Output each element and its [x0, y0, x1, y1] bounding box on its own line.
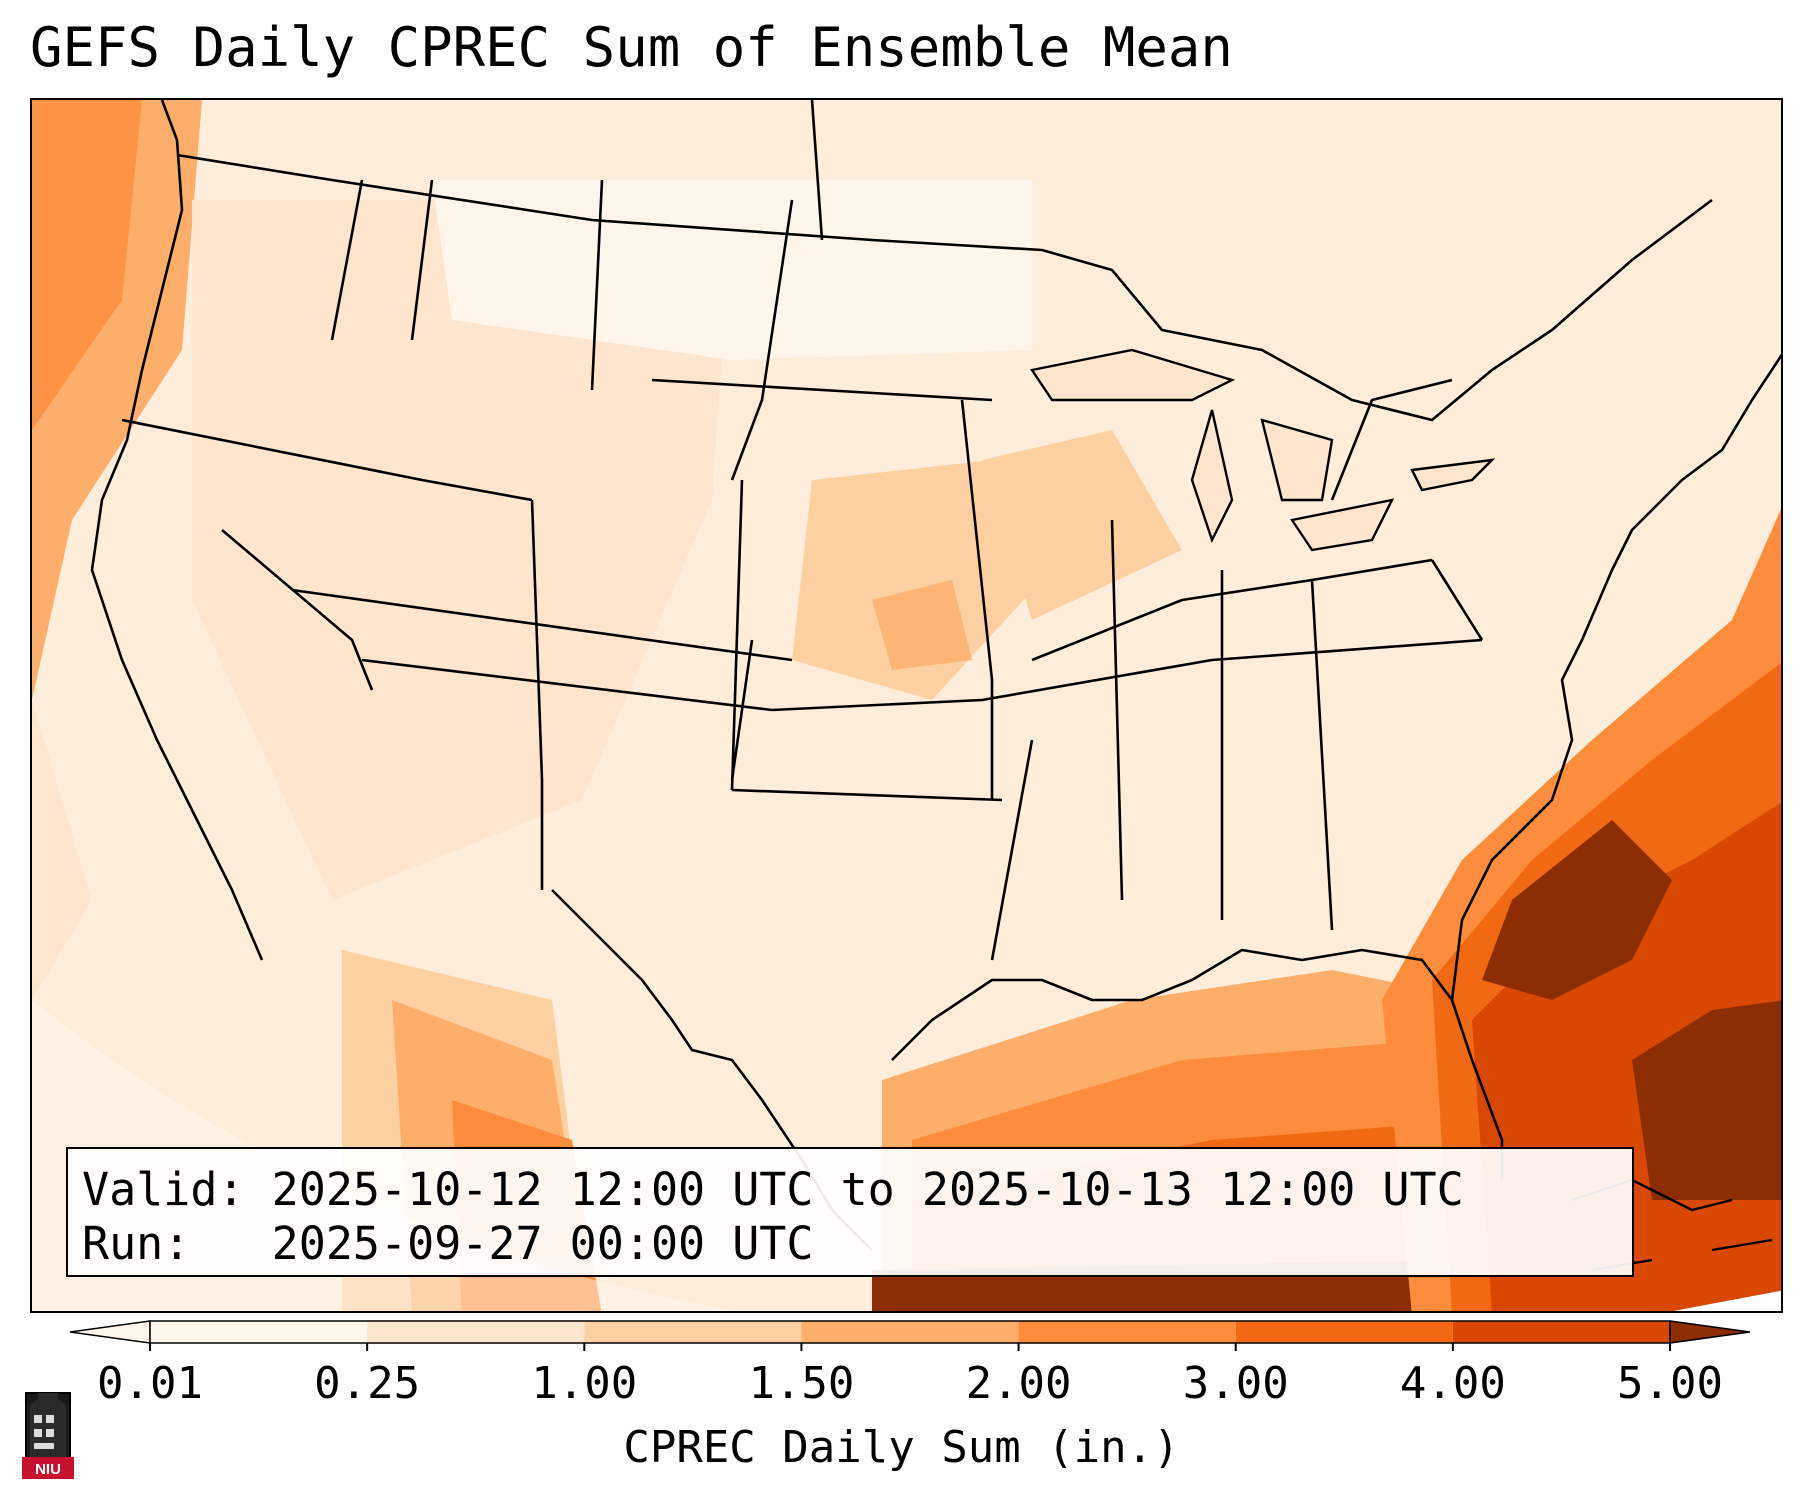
- colorbar-tick-label: 1.00: [531, 1358, 638, 1409]
- precipitation-map: [30, 98, 1783, 1313]
- colorbar-label: CPREC Daily Sum (in.): [623, 1422, 1180, 1473]
- map-canvas: [32, 100, 1781, 1311]
- run-time-text: Run: 2025-09-27 00:00 UTC: [82, 1217, 814, 1270]
- colorbar-extend-low: [70, 1320, 151, 1344]
- colorbar-segment: [1452, 1321, 1670, 1343]
- colorbar-outline: [149, 1320, 1671, 1344]
- colorbar-segment: [584, 1321, 802, 1343]
- colorbar-tick-label: 3.00: [1182, 1358, 1289, 1409]
- logo-text: NIU: [35, 1461, 61, 1478]
- colorbar-tick-label: 0.01: [97, 1358, 203, 1409]
- colorbar-extend-high: [1669, 1320, 1750, 1344]
- colorbar-segment: [1018, 1321, 1236, 1343]
- niu-logo-icon: NIU: [22, 1392, 74, 1479]
- colorbar-tick-label: 4.00: [1399, 1358, 1506, 1409]
- colorbar-segment: [1235, 1321, 1453, 1343]
- colorbar-segment: [367, 1321, 585, 1343]
- colorbar-tick-label: 1.50: [748, 1358, 855, 1409]
- valid-time-text: Valid: 2025-10-12 12:00 UTC to 2025-10-1…: [82, 1163, 1464, 1216]
- colorbar-segment: [801, 1321, 1019, 1343]
- map-title: GEFS Daily CPREC Sum of Ensemble Mean: [30, 16, 1233, 79]
- colorbar-tick-label: 5.00: [1617, 1358, 1723, 1409]
- great-lakes: [1030, 348, 1496, 552]
- colorbar: [70, 1320, 1750, 1351]
- valid-run-info-box: Valid: 2025-10-12 12:00 UTC to 2025-10-1…: [66, 1147, 1634, 1277]
- colorbar-segment: [150, 1321, 368, 1343]
- colorbar-tick-label: 0.25: [314, 1358, 421, 1409]
- colorbar-tick-label: 2.00: [965, 1358, 1072, 1409]
- precip-field: [32, 100, 1781, 1311]
- boundaries: [90, 100, 1781, 1251]
